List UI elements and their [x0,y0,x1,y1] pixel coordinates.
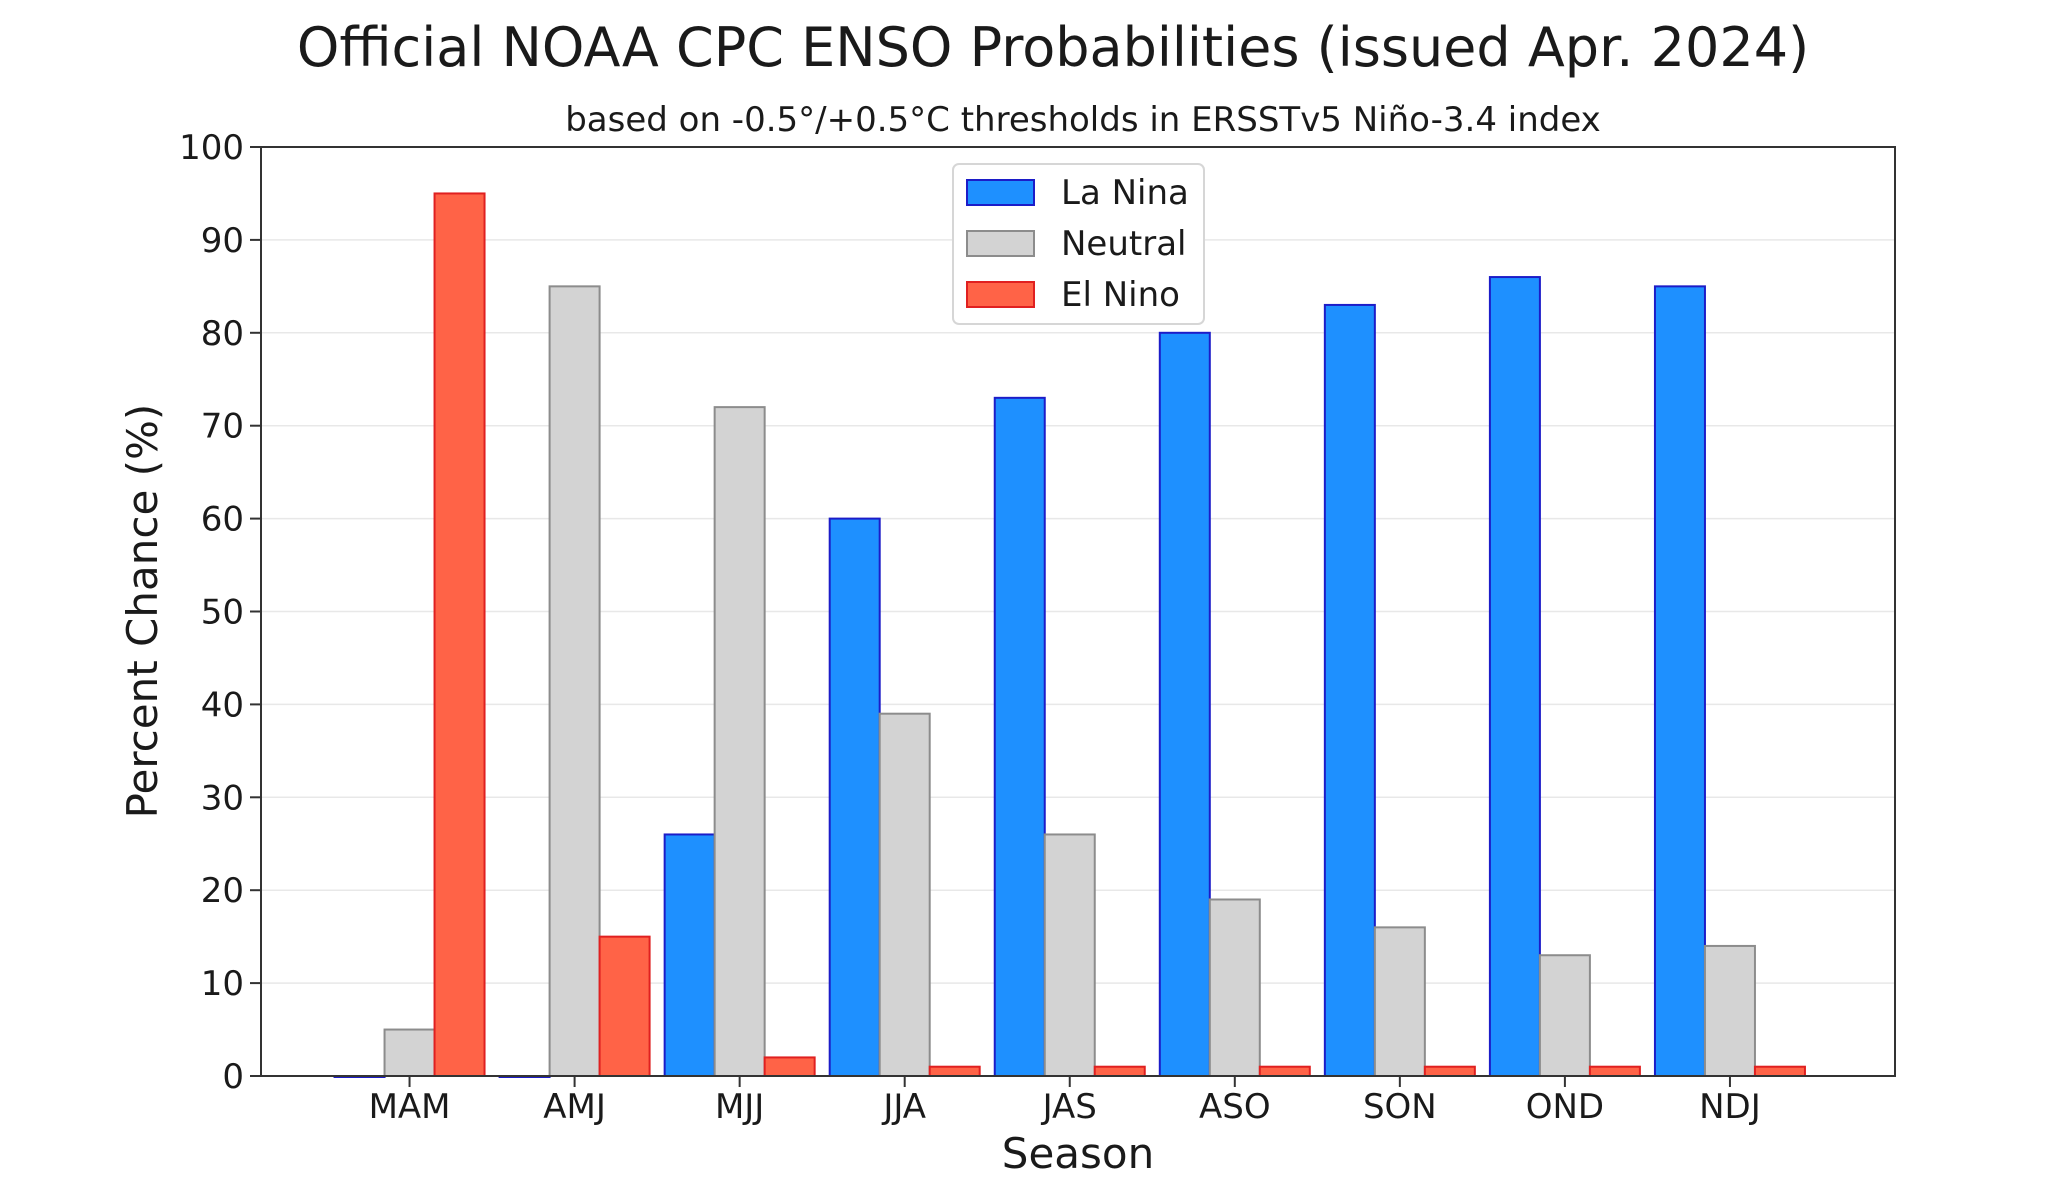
y-tick-label: 60 [201,500,244,540]
bar-neutral [1373,926,1426,1077]
bar-neutral [1208,898,1261,1077]
bar-neutral [1043,833,1096,1078]
y-tick-label: 100 [179,128,244,168]
bar-neutral [1703,944,1756,1077]
bars [333,192,1806,1078]
bar-el-nino [1258,1065,1311,1077]
bar-el-nino [598,935,651,1078]
bar-neutral [383,1028,436,1078]
x-tick-label: ASO [1199,1087,1271,1127]
x-tick-label: AMJ [543,1087,606,1127]
legend-label-el-nino: El Nino [1061,275,1180,315]
legend-swatch-el-nino [966,281,1035,308]
x-axis-title: Season [1002,1129,1154,1177]
x-axis: MAM AMJ MJJ JJA JAS ASO SON OND NDJ [369,1076,1761,1127]
bar-la-nina [828,517,881,1077]
y-tick-label: 10 [201,964,244,1004]
x-tick-label: SON [1363,1087,1437,1127]
bar-el-nino [1423,1065,1476,1077]
bar-el-nino [763,1056,816,1078]
bar-el-nino [928,1065,981,1077]
y-tick-label: 30 [201,778,244,818]
bar-neutral [713,406,766,1077]
y-tick-label: 70 [201,407,244,447]
x-tick-label: OND [1526,1087,1604,1127]
y-axis-title: Percent Chance (%) [118,404,167,819]
y-tick-label: 20 [201,871,244,911]
y-tick-label: 80 [201,314,244,354]
y-tick-label: 50 [201,593,244,633]
legend-swatch-la-nina [966,179,1035,206]
bar-el-nino [1588,1065,1641,1077]
legend-label-la-nina: La Nina [1061,173,1189,213]
x-tick-label: JJA [881,1087,926,1127]
bar-neutral [878,712,931,1077]
chart-subtitle: based on -0.5°/+0.5°C thresholds in ERSS… [565,100,1601,140]
bar-neutral [1538,954,1591,1077]
x-tick-label: NDJ [1699,1087,1761,1127]
bar-la-nina [1653,285,1706,1078]
legend-swatch-neutral [966,230,1035,257]
bar-el-nino [433,192,486,1077]
y-tick-label: 0 [222,1057,244,1097]
bar-la-nina [663,833,716,1078]
chart-title: Official NOAA CPC ENSO Probabilities (is… [297,16,1809,79]
x-tick-label: MJJ [715,1087,764,1127]
x-tick-label: MAM [369,1087,451,1127]
y-tick-label: 40 [201,685,244,725]
bar-la-nina [1158,331,1211,1077]
x-tick-label: JAS [1041,1087,1097,1127]
bar-la-nina [993,396,1046,1077]
legend-label-neutral: Neutral [1061,224,1187,264]
bar-la-nina [1488,276,1541,1077]
legend: La Nina Neutral El Nino [952,163,1205,325]
bar-la-nina [1323,303,1376,1077]
bar-el-nino [1753,1065,1806,1077]
bar-neutral [548,285,601,1078]
y-axis: 0 10 20 30 40 50 60 70 80 90 100 [179,128,261,1097]
y-tick-label: 90 [201,221,244,261]
bar-el-nino [1093,1065,1146,1077]
